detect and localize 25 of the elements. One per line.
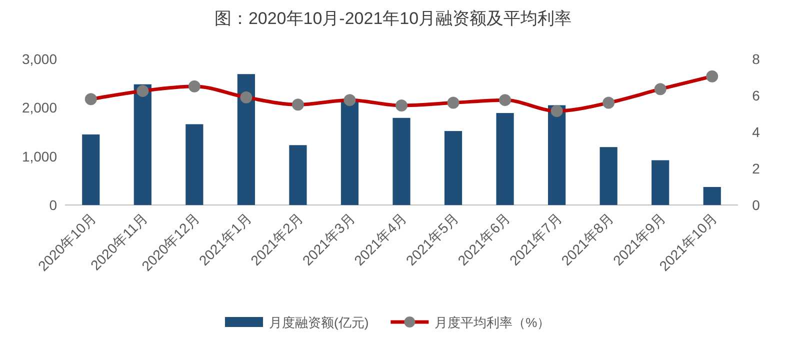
bar	[186, 124, 204, 205]
bar	[82, 134, 100, 205]
y2-tick-label: 0	[752, 197, 760, 213]
y-tick-label: 3,000	[22, 51, 58, 67]
legend-label: 月度平均利率（%）	[434, 315, 550, 330]
y2-tick-label: 4	[752, 124, 760, 140]
y2-tick-label: 6	[752, 88, 760, 104]
bar	[600, 147, 618, 205]
bar	[237, 74, 255, 205]
bar	[392, 118, 410, 205]
bar	[703, 186, 721, 205]
y2-tick-label: 2	[752, 160, 760, 176]
bar	[496, 113, 514, 205]
bar	[444, 131, 462, 205]
y-tick-label: 1,000	[22, 148, 58, 164]
bar	[548, 105, 566, 205]
bar	[289, 145, 307, 205]
bar	[134, 84, 152, 205]
bar	[652, 160, 670, 205]
y-tick-label: 0	[49, 197, 58, 213]
bar	[340, 100, 359, 205]
chart-title: 图：2020年10月-2021年10月融资额及平均利率	[214, 9, 572, 28]
y2-tick-label: 8	[752, 51, 760, 67]
legend-label: 月度融资额(亿元)	[269, 315, 369, 330]
y-tick-label: 2,000	[22, 100, 58, 116]
